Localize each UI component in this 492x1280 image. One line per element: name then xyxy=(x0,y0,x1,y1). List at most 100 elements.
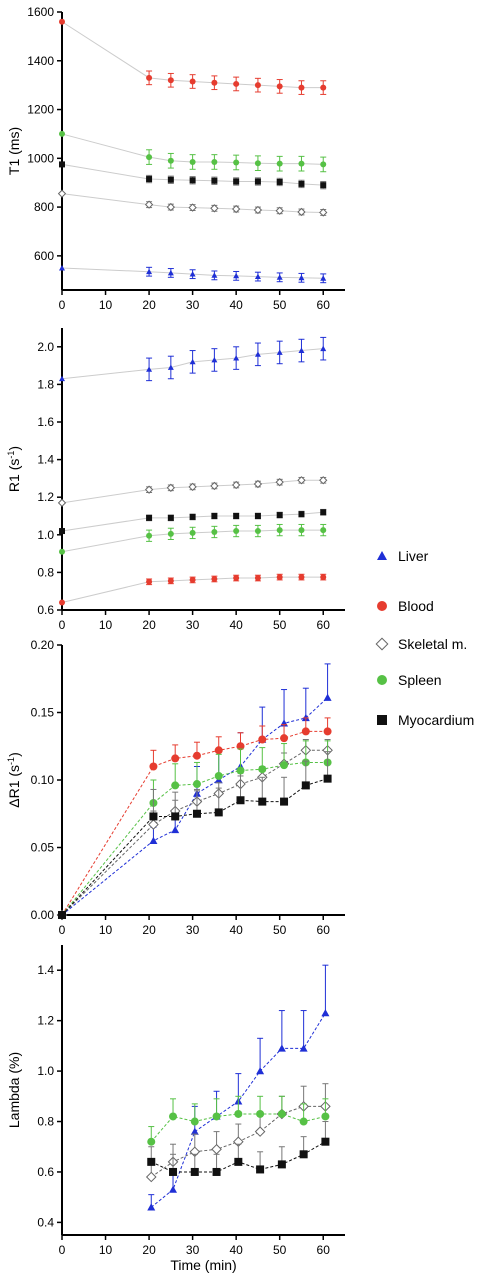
legend-marker-spleen xyxy=(377,675,387,685)
x-tick-label: 40 xyxy=(229,1243,243,1257)
y-tick-label: 0.6 xyxy=(37,603,54,617)
series-myocardium xyxy=(147,1121,330,1176)
data-point-spleen xyxy=(233,528,240,535)
series-line xyxy=(61,529,324,553)
series-blood xyxy=(59,573,327,606)
data-point-myocardium xyxy=(321,1137,330,1146)
y-tick-label: 1.2 xyxy=(37,490,54,504)
data-point-liver xyxy=(189,358,196,365)
y-axis-label: T1 (ms) xyxy=(6,127,22,175)
x-tick-label: 10 xyxy=(99,298,113,312)
data-point-spleen xyxy=(276,527,283,534)
data-point-blood xyxy=(298,574,305,581)
y-tick-label: 0.6 xyxy=(37,1165,54,1179)
data-point-liver xyxy=(299,1044,308,1052)
legend-marker-myocardium xyxy=(377,715,387,725)
legend-marker-skeletal-m xyxy=(375,637,389,651)
legend-marker-liver xyxy=(377,551,387,560)
data-point-liver xyxy=(254,273,261,279)
series-line xyxy=(61,267,324,279)
series-skeletal-m xyxy=(57,189,328,217)
x-tick-label: 10 xyxy=(99,1243,113,1257)
y-axis-label: R1 (s-1) xyxy=(6,446,22,492)
panel-1: 0 10 20 30 40 50 60 600 800 1000 1200 1400 1600 T1 (m… xyxy=(6,5,345,312)
data-point-myocardium xyxy=(58,911,66,919)
series-myocardium xyxy=(59,161,327,190)
series-line xyxy=(61,730,328,916)
x-tick-label: 10 xyxy=(99,923,113,937)
series-myocardium xyxy=(58,751,332,919)
x-tick-label: 30 xyxy=(186,298,200,312)
legend-label: Spleen xyxy=(398,672,442,688)
data-point-spleen xyxy=(234,1109,243,1118)
x-tick-label: 60 xyxy=(317,618,331,632)
data-point-myocardium xyxy=(212,1167,221,1176)
y-tick-label: 1.4 xyxy=(37,963,54,977)
series-line xyxy=(61,133,324,165)
y-tick-label: 0.05 xyxy=(31,841,55,855)
data-point-blood xyxy=(233,80,240,87)
data-point-blood xyxy=(214,746,223,755)
data-point-skeletal-m xyxy=(188,203,197,212)
data-point-skeletal-m xyxy=(145,1171,157,1183)
data-point-spleen xyxy=(214,771,223,780)
x-tick-label: 50 xyxy=(273,298,287,312)
series-line xyxy=(61,576,324,603)
x-tick-label: 0 xyxy=(59,1243,66,1257)
data-point-liver xyxy=(320,345,327,352)
data-point-myocardium xyxy=(256,1165,265,1174)
series-spleen xyxy=(59,523,327,555)
data-point-spleen xyxy=(147,1137,156,1146)
data-point-blood xyxy=(189,78,196,85)
data-point-blood xyxy=(254,575,261,582)
legend-label: Liver xyxy=(398,548,429,564)
data-point-myocardium xyxy=(301,781,310,790)
data-point-myocardium xyxy=(233,513,240,519)
data-point-spleen xyxy=(146,532,153,539)
data-point-liver xyxy=(321,1009,330,1017)
data-point-spleen xyxy=(320,161,327,168)
data-point-spleen xyxy=(258,765,267,774)
data-point-blood xyxy=(301,727,310,736)
data-point-blood xyxy=(189,576,196,583)
data-point-myocardium xyxy=(298,511,305,518)
x-tick-label: 60 xyxy=(317,923,331,937)
x-tick-label: 20 xyxy=(142,298,156,312)
data-point-myocardium xyxy=(233,178,240,185)
data-point-skeletal-m xyxy=(297,476,306,485)
data-point-blood xyxy=(236,742,245,751)
data-point-skeletal-m xyxy=(57,189,67,198)
data-point-spleen xyxy=(189,158,196,165)
data-point-liver xyxy=(146,366,153,372)
data-point-myocardium xyxy=(147,1157,156,1166)
data-point-liver xyxy=(147,1203,156,1211)
series-line xyxy=(61,163,324,186)
data-point-myocardium xyxy=(149,812,158,821)
x-tick-label: 50 xyxy=(273,618,287,632)
y-tick-label: 1000 xyxy=(27,151,54,165)
data-point-myocardium xyxy=(189,513,196,520)
data-point-skeletal-m xyxy=(319,476,328,485)
data-point-myocardium xyxy=(211,177,218,184)
data-point-myocardium xyxy=(323,774,332,783)
series-spleen xyxy=(147,1095,330,1146)
panel-2: 0 10 20 30 40 50 60 0.6 0.8 1.0 1.2 1.4 1.6 1.8 2.0 R1 … xyxy=(6,328,345,632)
data-point-blood xyxy=(167,577,174,584)
y-tick-label: 0.8 xyxy=(37,1115,54,1129)
data-point-liver xyxy=(167,269,174,276)
x-tick-label: 50 xyxy=(273,923,287,937)
y-tick-label: 0.20 xyxy=(31,638,55,652)
data-point-myocardium xyxy=(171,812,180,821)
y-tick-label: 1.8 xyxy=(37,377,54,391)
data-point-myocardium xyxy=(320,182,327,189)
data-point-blood xyxy=(192,751,201,760)
data-point-myocardium xyxy=(169,1167,178,1176)
data-point-myocardium xyxy=(276,178,283,185)
series-skeletal-m xyxy=(145,1083,331,1183)
data-point-liver xyxy=(320,275,327,281)
data-point-spleen xyxy=(189,529,196,536)
data-point-spleen xyxy=(167,157,174,164)
data-point-liver xyxy=(169,1185,178,1193)
legend-label: Blood xyxy=(398,598,434,614)
x-tick-label: 40 xyxy=(229,618,243,632)
